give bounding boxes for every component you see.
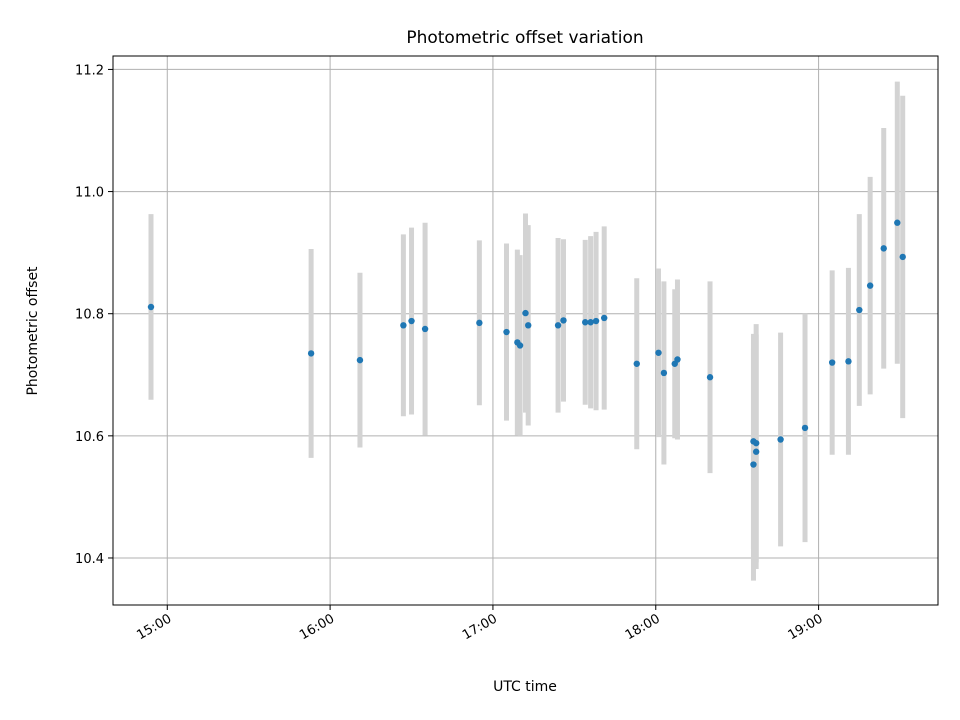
data-point <box>674 356 681 363</box>
data-point <box>147 303 155 311</box>
data-point <box>516 342 524 349</box>
data-point <box>866 282 874 289</box>
y-tick-label: 10.6 <box>75 430 104 445</box>
data-point <box>899 253 906 261</box>
data-point <box>522 309 529 317</box>
data-point <box>587 319 594 326</box>
data-point <box>582 319 589 326</box>
data-point <box>752 439 760 447</box>
data-point <box>476 319 483 327</box>
data-point <box>856 306 863 314</box>
y-tick-label: 11.0 <box>75 186 104 201</box>
data-point <box>601 314 608 322</box>
data-point <box>655 349 662 356</box>
data-point <box>828 359 836 366</box>
y-tick-label: 10.8 <box>75 308 104 323</box>
data-point <box>706 374 714 381</box>
data-point <box>554 322 562 329</box>
data-point <box>307 350 315 357</box>
data-point <box>421 325 429 333</box>
data-point <box>356 356 364 364</box>
data-point <box>845 358 852 365</box>
data-point <box>592 317 600 325</box>
data-point <box>400 322 407 329</box>
data-point <box>752 448 760 455</box>
data-point <box>750 461 757 468</box>
y-tick-label: 11.2 <box>75 63 104 78</box>
y-axis-label: Photometric offset <box>25 266 41 396</box>
data-point <box>777 436 784 443</box>
y-tick-label: 10.4 <box>75 552 104 567</box>
data-points <box>147 219 906 468</box>
data-point <box>894 219 901 226</box>
plot-frame <box>112 55 939 606</box>
data-point <box>408 317 415 325</box>
x-axis-label: UTC time <box>493 679 557 695</box>
data-point <box>525 322 532 329</box>
chart-title: Photometric offset variation <box>406 28 643 48</box>
grid <box>113 56 938 605</box>
data-point <box>660 369 668 377</box>
data-point <box>503 328 510 336</box>
data-point <box>801 424 809 432</box>
y-axis-ticks: 10.4 10.6 10.8 11.0 11.2 <box>75 63 113 567</box>
data-point <box>633 360 640 367</box>
data-point <box>880 245 887 252</box>
data-point <box>560 317 567 324</box>
